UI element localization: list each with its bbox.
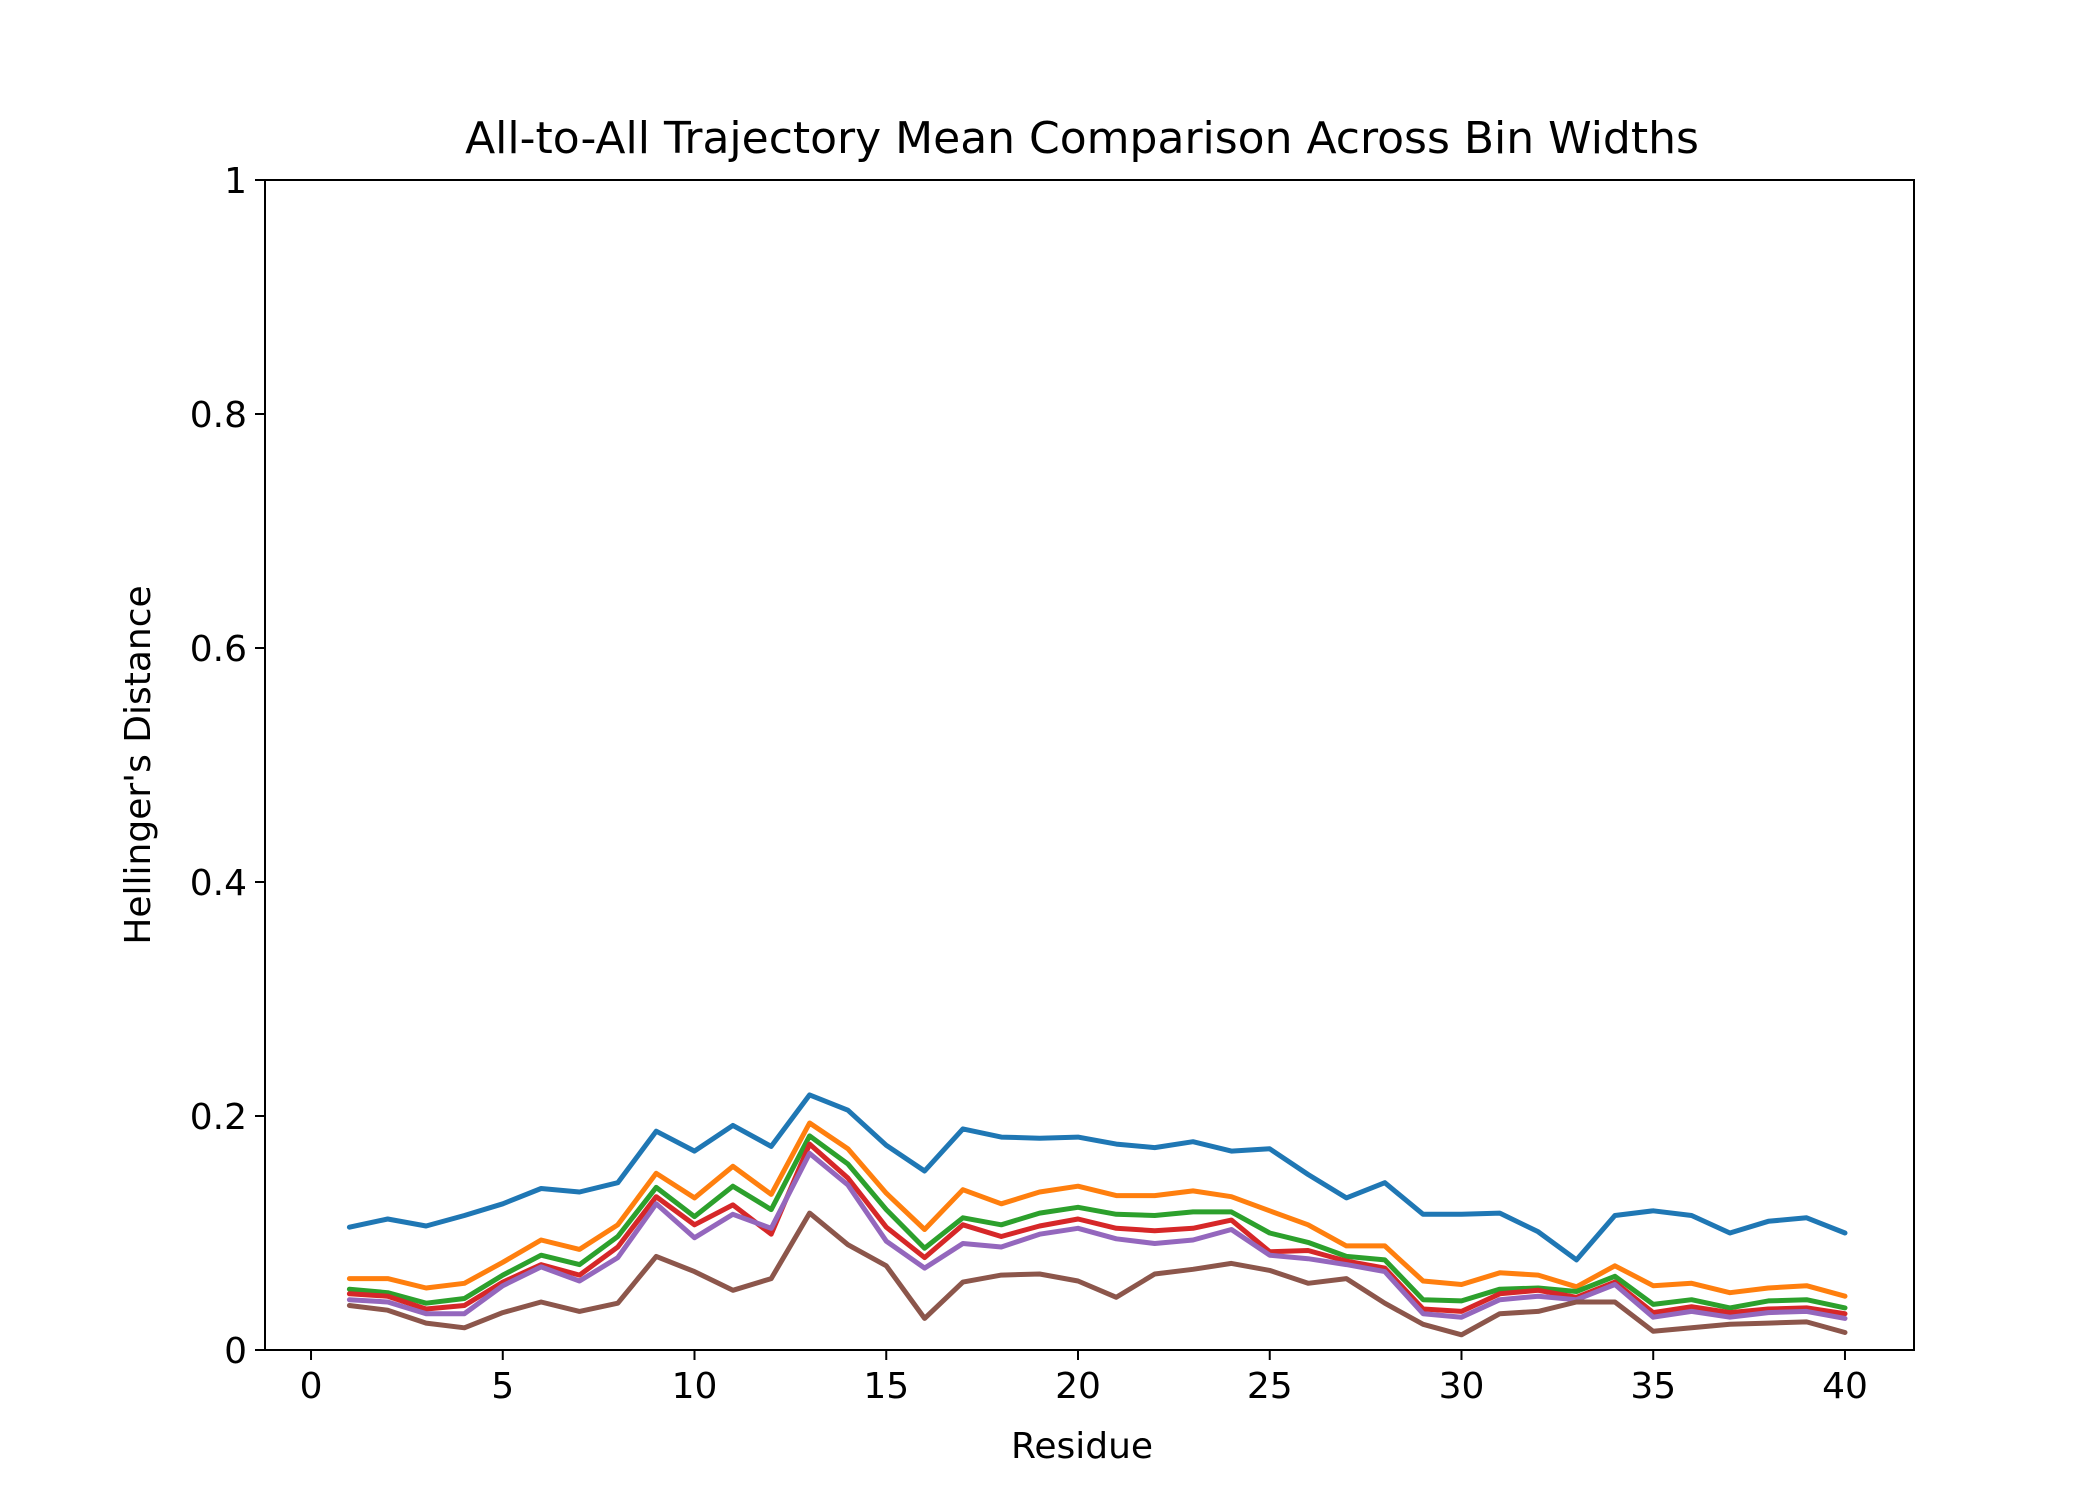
x-tick-label: 35 xyxy=(1630,1366,1676,1407)
plot-frame xyxy=(264,179,1915,1351)
y-tick-label: 1 xyxy=(224,161,247,202)
x-tick-label: 15 xyxy=(863,1366,909,1407)
x-tick-label: 20 xyxy=(1055,1366,1101,1407)
series-layer xyxy=(346,1092,1848,1338)
x-axis-label: Residue xyxy=(1011,1426,1153,1467)
x-tick-label: 25 xyxy=(1247,1366,1293,1407)
chart-title: All-to-All Trajectory Mean Comparison Ac… xyxy=(465,113,1699,164)
series-line-6 xyxy=(346,1210,1848,1338)
y-tick-label: 0.8 xyxy=(190,395,247,436)
x-tick-label: 30 xyxy=(1439,1366,1485,1407)
axes-layer: 0 5 10 15 20 25 30 35 40 0 0.2 0.4 0.6 0.8 1 xyxy=(190,161,1915,1407)
x-tick-label: 10 xyxy=(672,1366,718,1407)
y-tick-label: 0.4 xyxy=(190,863,247,904)
y-tick-label: 0.2 xyxy=(190,1097,247,1138)
x-tick-label: 5 xyxy=(491,1366,514,1407)
y-tick-label: 0 xyxy=(224,1331,247,1372)
x-tick-label: 0 xyxy=(300,1366,323,1407)
y-axis-label: Hellinger's Distance xyxy=(118,585,159,944)
series-line-2 xyxy=(346,1120,1848,1299)
y-tick-label: 0.6 xyxy=(190,629,247,670)
series-line-5 xyxy=(346,1150,1848,1321)
series-line-3 xyxy=(346,1133,1848,1311)
series-line-1 xyxy=(346,1092,1848,1263)
x-tick-label: 40 xyxy=(1822,1366,1868,1407)
